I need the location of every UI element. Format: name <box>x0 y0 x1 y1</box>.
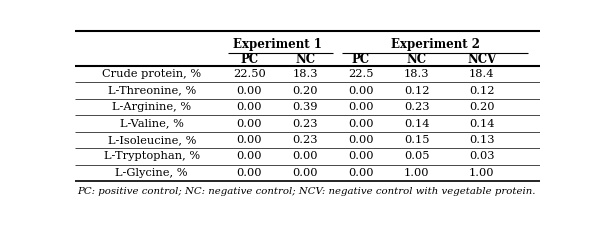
Text: 0.23: 0.23 <box>292 118 318 128</box>
Text: Experiment 2: Experiment 2 <box>391 38 480 51</box>
Text: 0.12: 0.12 <box>469 86 494 96</box>
Text: PC: positive control; NC: negative control; NCV: negative control with vegetable: PC: positive control; NC: negative contr… <box>77 187 536 196</box>
Text: L-Threonine, %: L-Threonine, % <box>107 86 196 96</box>
Text: 0.14: 0.14 <box>404 118 430 128</box>
Text: 0.00: 0.00 <box>292 168 318 178</box>
Text: L-Valine, %: L-Valine, % <box>120 118 184 128</box>
Text: 0.00: 0.00 <box>348 118 374 128</box>
Text: 0.00: 0.00 <box>236 151 262 161</box>
Text: 0.00: 0.00 <box>236 135 262 145</box>
Text: 18.3: 18.3 <box>404 69 430 79</box>
Text: 0.00: 0.00 <box>348 135 374 145</box>
Text: 0.12: 0.12 <box>404 86 430 96</box>
Text: NC: NC <box>295 53 315 66</box>
Text: 0.13: 0.13 <box>469 135 494 145</box>
Text: 0.00: 0.00 <box>292 151 318 161</box>
Text: 0.00: 0.00 <box>236 102 262 112</box>
Text: 0.05: 0.05 <box>404 151 430 161</box>
Text: 0.00: 0.00 <box>236 86 262 96</box>
Text: L-Tryptophan, %: L-Tryptophan, % <box>104 151 200 161</box>
Text: 0.00: 0.00 <box>348 102 374 112</box>
Text: 18.3: 18.3 <box>292 69 318 79</box>
Text: 1.00: 1.00 <box>469 168 494 178</box>
Text: 0.14: 0.14 <box>469 118 494 128</box>
Text: PC: PC <box>241 53 259 66</box>
Text: 22.5: 22.5 <box>348 69 374 79</box>
Text: 0.39: 0.39 <box>292 102 318 112</box>
Text: 1.00: 1.00 <box>404 168 430 178</box>
Text: L-Arginine, %: L-Arginine, % <box>112 102 191 112</box>
Text: L-Glycine, %: L-Glycine, % <box>115 168 188 178</box>
Text: 0.00: 0.00 <box>348 151 374 161</box>
Text: 0.15: 0.15 <box>404 135 430 145</box>
Text: L-Isoleucine, %: L-Isoleucine, % <box>107 135 196 145</box>
Text: 22.50: 22.50 <box>233 69 266 79</box>
Text: 0.20: 0.20 <box>469 102 494 112</box>
Text: PC: PC <box>352 53 370 66</box>
Text: NCV: NCV <box>467 53 497 66</box>
Text: Experiment 1: Experiment 1 <box>233 38 322 51</box>
Text: 18.4: 18.4 <box>469 69 494 79</box>
Text: Crude protein, %: Crude protein, % <box>102 69 201 79</box>
Text: 0.00: 0.00 <box>236 118 262 128</box>
Text: 0.00: 0.00 <box>348 86 374 96</box>
Text: 0.03: 0.03 <box>469 151 494 161</box>
Text: 0.00: 0.00 <box>236 168 262 178</box>
Text: 0.23: 0.23 <box>292 135 318 145</box>
Text: 0.20: 0.20 <box>292 86 318 96</box>
Text: 0.00: 0.00 <box>348 168 374 178</box>
Text: 0.23: 0.23 <box>404 102 430 112</box>
Text: NC: NC <box>407 53 427 66</box>
